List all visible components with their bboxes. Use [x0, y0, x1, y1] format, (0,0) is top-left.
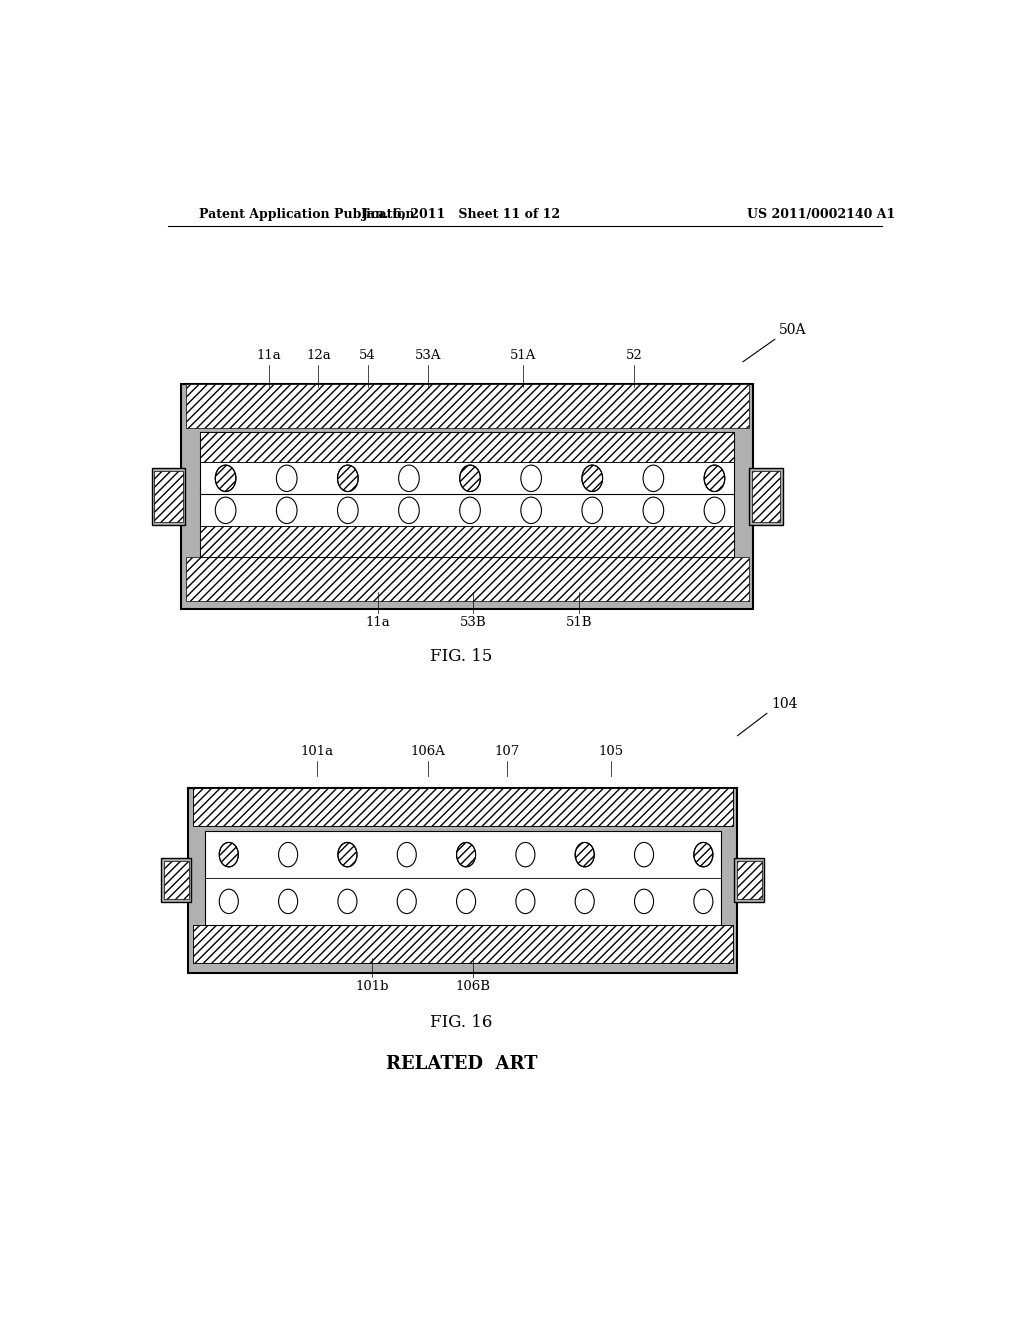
- Circle shape: [215, 465, 236, 491]
- Text: 53A: 53A: [415, 348, 441, 362]
- Circle shape: [460, 498, 480, 524]
- Text: US 2011/0002140 A1: US 2011/0002140 A1: [748, 207, 895, 220]
- Circle shape: [460, 465, 480, 491]
- Text: 106B: 106B: [456, 979, 490, 993]
- Circle shape: [635, 890, 653, 913]
- Bar: [194, 925, 733, 964]
- Circle shape: [397, 842, 417, 867]
- Text: 107: 107: [495, 744, 520, 758]
- Bar: [201, 432, 734, 557]
- Circle shape: [276, 465, 297, 491]
- Bar: [752, 471, 780, 521]
- Circle shape: [276, 498, 297, 524]
- Circle shape: [219, 842, 239, 867]
- Bar: [201, 527, 734, 557]
- Text: 11a: 11a: [257, 348, 282, 362]
- Text: 106A: 106A: [411, 744, 445, 758]
- Text: 54: 54: [359, 348, 376, 362]
- Bar: [736, 861, 762, 899]
- Text: Jan. 6, 2011   Sheet 11 of 12: Jan. 6, 2011 Sheet 11 of 12: [361, 207, 561, 220]
- Circle shape: [643, 498, 664, 524]
- Circle shape: [398, 465, 419, 491]
- Bar: [152, 467, 185, 525]
- Circle shape: [635, 842, 653, 867]
- Text: 12a: 12a: [306, 348, 331, 362]
- Circle shape: [215, 498, 236, 524]
- Circle shape: [575, 890, 594, 913]
- Bar: [201, 432, 734, 462]
- Text: 11a: 11a: [366, 615, 390, 628]
- Circle shape: [521, 465, 542, 491]
- Bar: [194, 788, 733, 826]
- Bar: [186, 557, 749, 601]
- Text: FIG. 16: FIG. 16: [430, 1014, 493, 1031]
- Bar: [201, 432, 734, 462]
- Bar: [188, 788, 737, 973]
- Text: 101a: 101a: [300, 744, 334, 758]
- Circle shape: [575, 842, 594, 867]
- Circle shape: [338, 465, 358, 491]
- Circle shape: [457, 890, 475, 913]
- Bar: [734, 858, 765, 903]
- Bar: [205, 832, 721, 925]
- Bar: [164, 861, 189, 899]
- Text: 53B: 53B: [460, 615, 486, 628]
- Circle shape: [279, 842, 298, 867]
- Bar: [201, 527, 734, 557]
- Bar: [186, 384, 749, 428]
- Circle shape: [516, 842, 535, 867]
- Circle shape: [338, 498, 358, 524]
- Bar: [155, 471, 182, 521]
- Circle shape: [516, 890, 535, 913]
- Circle shape: [397, 890, 417, 913]
- Bar: [750, 467, 782, 525]
- Circle shape: [705, 498, 725, 524]
- Text: 50A: 50A: [778, 323, 806, 338]
- Circle shape: [279, 890, 298, 913]
- Circle shape: [582, 498, 602, 524]
- Circle shape: [219, 890, 239, 913]
- Circle shape: [398, 498, 419, 524]
- Bar: [194, 788, 733, 826]
- Bar: [162, 858, 191, 903]
- Circle shape: [521, 498, 542, 524]
- Bar: [181, 384, 754, 609]
- Text: 101b: 101b: [355, 979, 389, 993]
- Circle shape: [338, 842, 357, 867]
- Text: Patent Application Publication: Patent Application Publication: [200, 207, 415, 220]
- Circle shape: [694, 890, 713, 913]
- Text: 51B: 51B: [565, 615, 592, 628]
- Text: 51A: 51A: [510, 348, 537, 362]
- Circle shape: [457, 842, 475, 867]
- Circle shape: [582, 465, 602, 491]
- Text: 104: 104: [771, 697, 798, 711]
- Circle shape: [338, 890, 357, 913]
- Circle shape: [643, 465, 664, 491]
- Text: 105: 105: [598, 744, 623, 758]
- Circle shape: [705, 465, 725, 491]
- Text: RELATED  ART: RELATED ART: [386, 1055, 537, 1073]
- Bar: [194, 925, 733, 964]
- Circle shape: [694, 842, 713, 867]
- Text: 52: 52: [626, 348, 643, 362]
- Text: FIG. 15: FIG. 15: [430, 648, 493, 665]
